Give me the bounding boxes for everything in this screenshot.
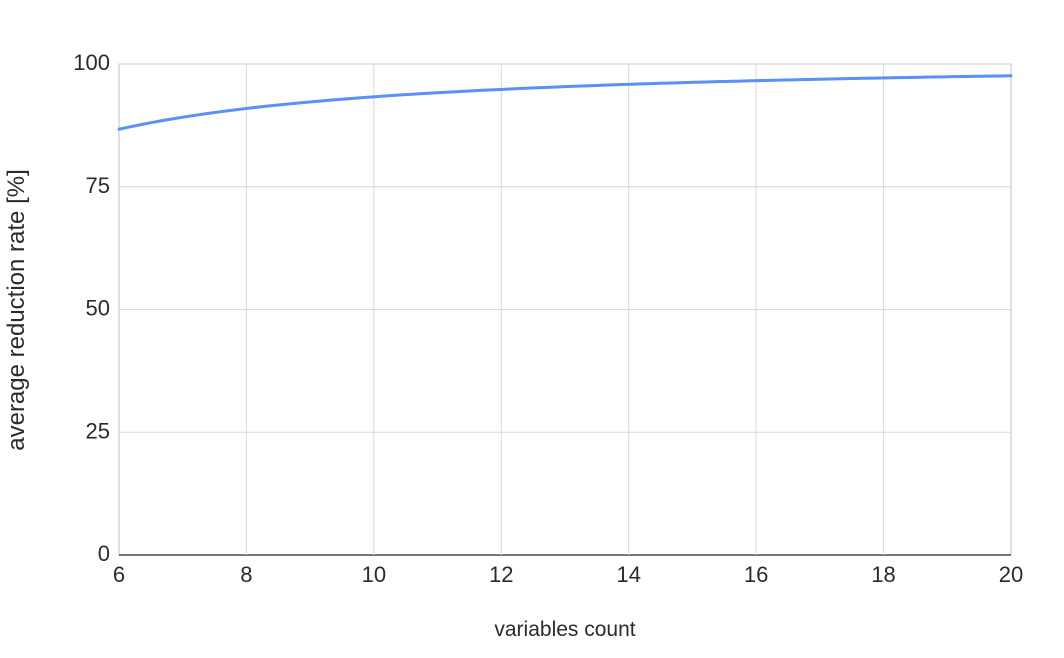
svg-text:20: 20 bbox=[999, 562, 1023, 587]
svg-text:0: 0 bbox=[98, 541, 110, 566]
svg-text:18: 18 bbox=[871, 562, 895, 587]
svg-text:14: 14 bbox=[616, 562, 640, 587]
svg-text:75: 75 bbox=[86, 173, 110, 198]
svg-text:12: 12 bbox=[489, 562, 513, 587]
svg-text:6: 6 bbox=[113, 562, 125, 587]
svg-text:16: 16 bbox=[744, 562, 768, 587]
svg-text:100: 100 bbox=[73, 50, 110, 75]
svg-text:average reduction rate [%]: average reduction rate [%] bbox=[3, 169, 30, 451]
svg-text:variables count: variables count bbox=[494, 618, 635, 641]
svg-text:10: 10 bbox=[362, 562, 386, 587]
svg-text:8: 8 bbox=[240, 562, 252, 587]
svg-text:25: 25 bbox=[86, 418, 110, 443]
svg-text:50: 50 bbox=[86, 296, 110, 321]
